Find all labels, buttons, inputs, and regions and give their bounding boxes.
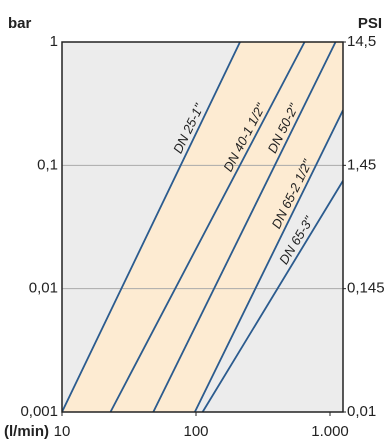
band (153, 42, 343, 412)
y-tick-label: 1 (50, 33, 58, 50)
y-tick-label: 0,01 (29, 280, 58, 297)
curve (109, 42, 306, 412)
y-tick-label: 0,1 (37, 156, 58, 173)
curve (194, 109, 343, 412)
y2-axis-label: PSI (358, 15, 382, 32)
x-tick-label: 1.000 (311, 423, 349, 440)
band (110, 42, 336, 412)
band (62, 42, 305, 412)
y2-tick-label: 0,01 (347, 403, 376, 420)
curve (62, 42, 241, 412)
plot-frame (61, 41, 344, 413)
y2-tick-label: 14,5 (347, 33, 376, 50)
x-tick-label: 10 (54, 423, 71, 440)
y2-tick-label: 1,45 (347, 156, 376, 173)
y-tick-label: 0,001 (20, 403, 58, 420)
curve (201, 180, 343, 412)
x-axis-label: (l/min) (4, 423, 49, 440)
curve (152, 42, 337, 412)
y-axis-label: bar (8, 15, 32, 32)
y2-tick-label: 0,145 (347, 280, 385, 297)
x-tick-label: 100 (183, 423, 208, 440)
